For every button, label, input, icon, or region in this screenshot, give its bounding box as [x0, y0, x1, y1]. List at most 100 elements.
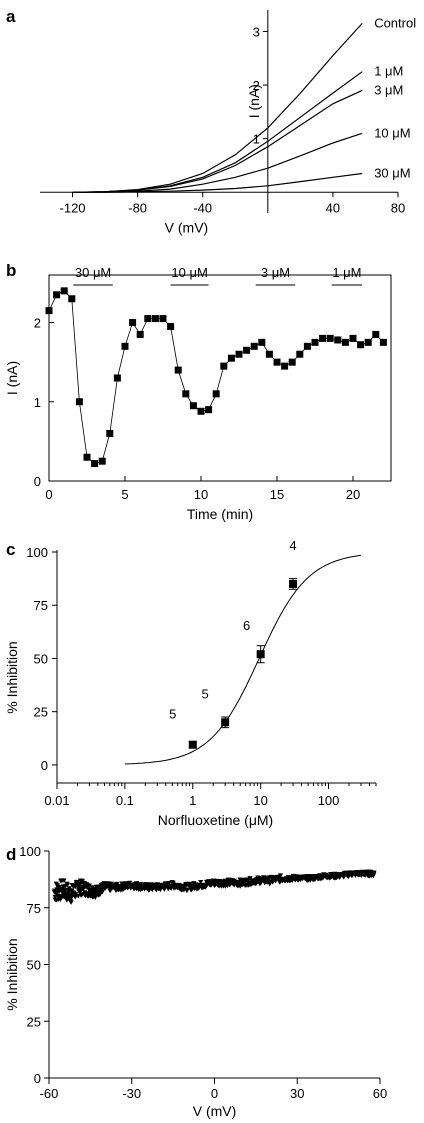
x-tick-label-d: 60: [373, 1086, 387, 1101]
y-tick-label-b: 1: [34, 395, 41, 410]
data-point-b: [159, 315, 167, 323]
y-tick-label-c: 75: [34, 598, 48, 613]
data-point-b: [273, 358, 281, 366]
x-tick-label-d: -60: [40, 1086, 59, 1101]
n-label-c: 5: [169, 707, 176, 722]
data-point-b: [45, 307, 53, 315]
panel-letter-d: d: [6, 845, 16, 864]
panel-letter-b: b: [6, 261, 16, 280]
data-point-d: [92, 895, 98, 900]
data-point-b: [106, 429, 114, 437]
data-point-d: [73, 892, 79, 897]
y-tick-label-d: 25: [27, 1014, 41, 1029]
data-point-d: [97, 892, 103, 897]
y-tick-label-b: 2: [34, 316, 41, 331]
data-point-d: [64, 882, 71, 888]
data-point-d: [72, 895, 78, 900]
data-point-b: [60, 287, 68, 295]
x-tick-label-d: 30: [290, 1086, 304, 1101]
x-tick-label-b: 5: [121, 487, 128, 502]
data-point-d: [77, 881, 83, 887]
data-point-b: [379, 338, 387, 346]
y-axis-title-c: % Inhibition: [4, 641, 20, 713]
x-axis-title-b: Time (min): [187, 506, 253, 522]
data-point-b: [303, 342, 311, 350]
y-tick-label-a: 1: [253, 132, 260, 147]
x-tick-label-a: 80: [391, 200, 405, 215]
data-point-b: [311, 338, 319, 346]
data-point-b: [113, 374, 121, 382]
x-tick-label-a: -120: [60, 200, 86, 215]
application-label-b: 30 μM: [75, 265, 111, 280]
data-point-b: [98, 457, 106, 465]
x-tick-label-b: 15: [270, 487, 284, 502]
y-tick-label-b: 0: [34, 474, 41, 489]
y-tick-label-c: 50: [34, 651, 48, 666]
data-point-b: [83, 453, 91, 461]
y-tick-label-c: 25: [34, 705, 48, 720]
fit-curve-c: [124, 554, 361, 765]
data-point-d: [89, 885, 95, 890]
data-point-c: [221, 718, 230, 727]
y-tick-label-a: 3: [253, 24, 260, 39]
y-tick-label-d: 0: [34, 1071, 41, 1086]
x-tick-label-a: -40: [193, 200, 212, 215]
y-tick-label-d: 100: [19, 844, 41, 859]
x-axis-title-c: Norfluoxetine (μM): [158, 812, 273, 828]
data-point-b: [174, 366, 182, 374]
series-label-a: 10 μM: [374, 125, 410, 140]
application-label-b: 10 μM: [171, 265, 207, 280]
data-point-b: [212, 390, 220, 398]
x-tick-label-d: 0: [211, 1086, 218, 1101]
data-point-b: [250, 342, 258, 350]
data-point-b: [227, 354, 235, 362]
x-tick-label-b: 20: [346, 487, 360, 502]
data-point-d: [166, 881, 172, 886]
data-point-c: [289, 579, 298, 588]
x-tick-label-c: 1: [189, 793, 196, 808]
x-axis-title-a: V (mV): [165, 219, 209, 235]
y-tick-label-c: 100: [26, 545, 48, 560]
data-point-b: [341, 338, 349, 346]
data-point-b: [151, 315, 159, 323]
x-tick-label-b: 10: [194, 487, 208, 502]
data-point-b: [364, 338, 372, 346]
data-point-b: [288, 358, 296, 366]
data-point-b: [220, 362, 228, 370]
data-point-d: [107, 888, 113, 894]
x-tick-label-b: 0: [45, 487, 52, 502]
data-point-b: [281, 362, 289, 370]
data-point-d: [277, 873, 284, 878]
data-point-c: [256, 650, 265, 659]
data-point-d: [134, 881, 140, 886]
x-tick-label-d: -30: [122, 1086, 141, 1101]
x-tick-label-a: -80: [128, 200, 147, 215]
x-tick-label-c: 100: [318, 793, 340, 808]
y-tick-label-d: 50: [27, 958, 41, 973]
data-point-b: [243, 346, 251, 354]
data-point-b: [326, 334, 334, 342]
data-point-b: [349, 334, 357, 342]
data-point-b: [53, 291, 61, 299]
x-tick-label-c: 0.01: [44, 793, 69, 808]
data-point-b: [296, 350, 304, 358]
connecting-line-b: [48, 290, 384, 465]
panel-letter-c: c: [6, 540, 15, 559]
data-point-d: [371, 871, 377, 877]
data-point-d: [198, 880, 204, 885]
x-tick-label-c: 0.1: [116, 793, 134, 808]
data-point-b: [258, 338, 266, 346]
data-point-d: [273, 878, 279, 884]
x-tick-label-a: 40: [326, 200, 340, 215]
y-tick-label-a: 2: [253, 78, 260, 93]
data-point-b: [265, 350, 273, 358]
data-point-d: [86, 883, 92, 889]
n-label-c: 5: [202, 686, 209, 701]
series-line-a: [72, 132, 363, 193]
data-point-b: [91, 460, 99, 468]
data-point-b: [144, 315, 152, 323]
data-point-c: [188, 740, 197, 749]
data-point-b: [357, 341, 365, 349]
data-point-b: [189, 402, 197, 410]
